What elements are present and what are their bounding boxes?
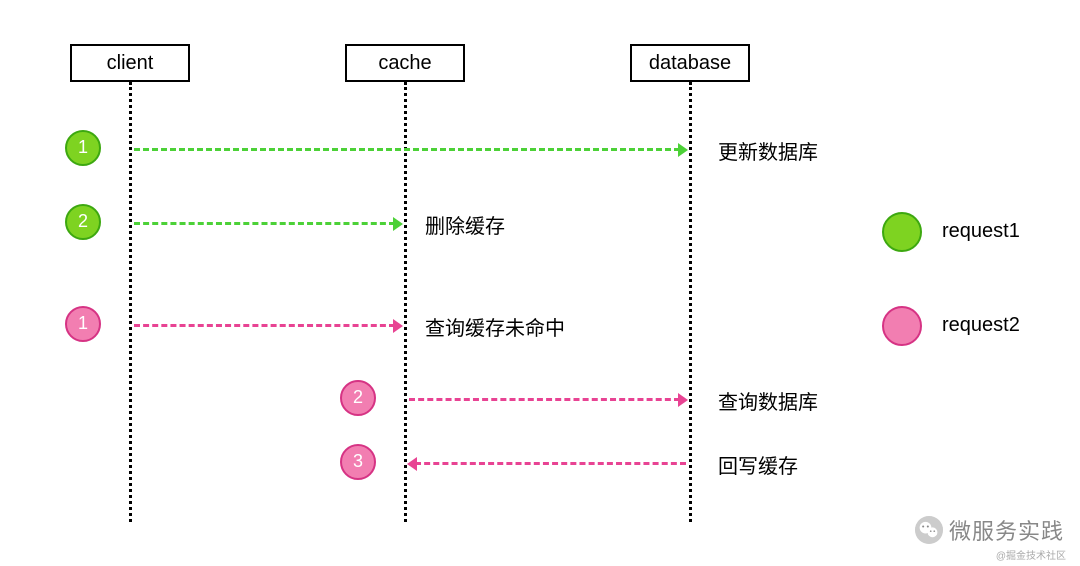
step-circle: 2 — [340, 380, 376, 416]
arrow-head-icon — [393, 319, 403, 333]
legend-circle — [882, 212, 922, 252]
actor-database-box: database — [630, 44, 750, 82]
step-label: 删除缓存 — [425, 210, 505, 239]
step-label: 查询数据库 — [718, 386, 818, 415]
arrow-head-icon — [407, 457, 417, 471]
arrow-head-icon — [678, 393, 688, 407]
step-label: 查询缓存未命中 — [425, 312, 565, 341]
actor-client-box: client — [70, 44, 190, 82]
step-circle: 2 — [65, 204, 101, 240]
arrow-line — [134, 222, 395, 225]
step-label: 回写缓存 — [718, 450, 798, 479]
legend-circle — [882, 306, 922, 346]
step-circle: 1 — [65, 130, 101, 166]
arrow-line — [415, 462, 686, 465]
legend-label: request1 — [942, 220, 1020, 243]
diagram-canvas: client cache database 1 更新数据库 2 删除缓存 1 查询缓存未命… — [0, 0, 1080, 566]
arrow-line — [409, 398, 680, 401]
wechat-icon — [915, 516, 943, 544]
lifeline-database — [689, 82, 692, 522]
footer-brand: 微服务实践 — [915, 514, 1064, 546]
arrow-line — [134, 324, 395, 327]
step-label: 更新数据库 — [718, 136, 818, 165]
footer-small-text: @掘金技术社区 — [996, 547, 1066, 562]
footer-brand-text: 微服务实践 — [949, 514, 1064, 546]
arrow-head-icon — [678, 143, 688, 157]
arrow-head-icon — [393, 217, 403, 231]
step-circle: 3 — [340, 444, 376, 480]
legend-label: request2 — [942, 314, 1020, 337]
arrow-line — [134, 148, 680, 151]
actor-cache-box: cache — [345, 44, 465, 82]
actor-database-label: database — [649, 52, 731, 74]
actor-cache-label: cache — [378, 52, 431, 74]
actor-client-label: client — [107, 52, 154, 74]
step-circle: 1 — [65, 306, 101, 342]
lifeline-client — [129, 82, 132, 522]
